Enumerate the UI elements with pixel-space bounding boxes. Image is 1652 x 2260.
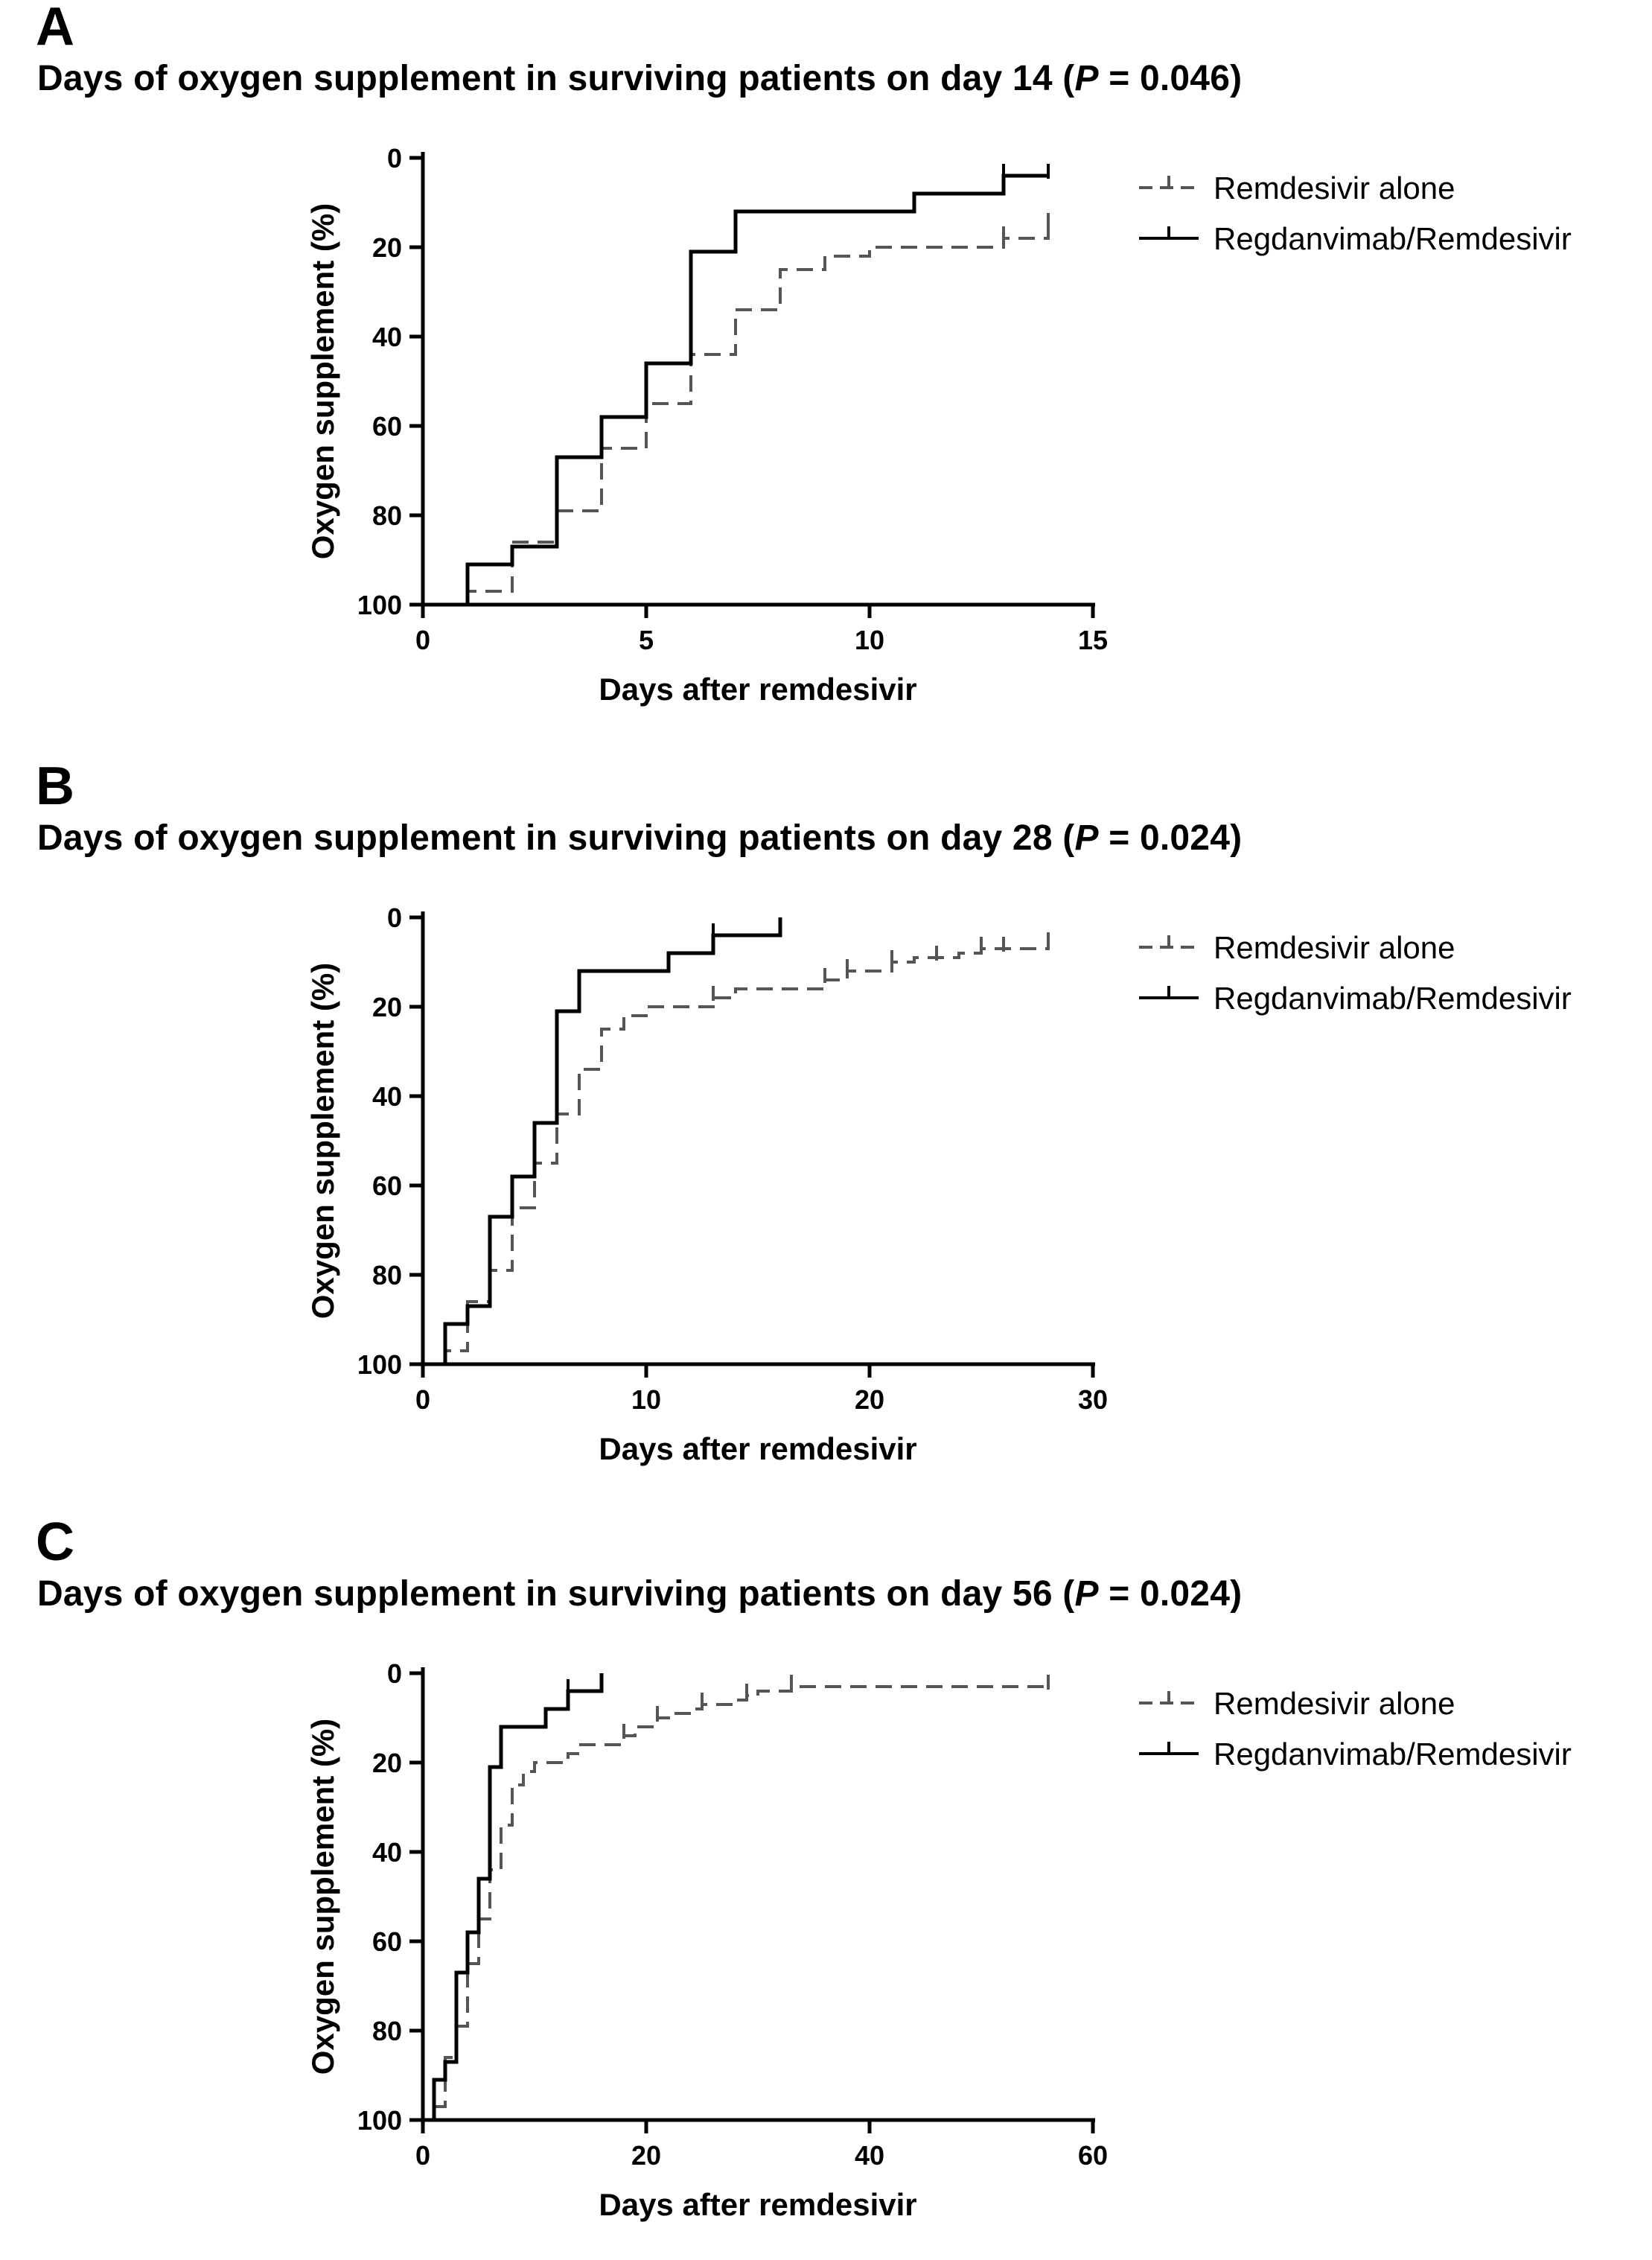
y-tick-label: 100: [357, 1349, 402, 1380]
title-p-symbol: P: [1074, 818, 1099, 858]
y-tick-label: 40: [372, 1837, 402, 1868]
y-tick-label: 0: [387, 143, 402, 174]
y-tick-label: 100: [357, 590, 402, 620]
y-tick-label: 0: [387, 903, 402, 933]
title-p-symbol: P: [1074, 59, 1099, 98]
legend-label: Remdesivir alone: [1214, 1686, 1455, 1721]
title-p-value: = 0.024): [1098, 1574, 1243, 1614]
x-tick-label: 30: [1078, 1384, 1108, 1415]
series-line-regdanvimab-remdesivir: [423, 1673, 604, 2122]
panel-label: C: [36, 1512, 74, 1572]
x-tick-label: 0: [415, 1384, 430, 1415]
title-text: Days of oxygen supplement in surviving p…: [37, 1574, 1075, 1614]
panel-c: C Days of oxygen supplement in surviving…: [0, 1515, 1652, 2260]
series-line-regdanvimab-remdesivir: [423, 917, 782, 1366]
legend-label: Regdanvimab/Remdesivir: [1214, 1737, 1572, 1772]
x-tick-label: 10: [855, 625, 884, 655]
x-tick-label: 20: [855, 1384, 884, 1415]
y-axis-label: Oxygen supplement (%): [305, 963, 340, 1319]
x-tick-label: 10: [631, 1384, 661, 1415]
panel-label: A: [36, 0, 74, 57]
legend-label: Regdanvimab/Remdesivir: [1214, 981, 1572, 1016]
title-p-value: = 0.046): [1098, 59, 1243, 98]
x-tick-label: 0: [415, 625, 430, 655]
series-line-remdesivir-alone: [423, 1685, 1048, 2121]
km-chart-c: 0 20 40 60 80 100 0 20 40 60 Days after remdesivir…: [305, 1658, 1572, 2222]
x-tick-label: 20: [631, 2140, 661, 2171]
x-tick-label: 60: [1078, 2140, 1108, 2171]
y-tick-label: 20: [372, 992, 402, 1022]
y-tick-label: 60: [372, 411, 402, 442]
y-axis-label: Oxygen supplement (%): [305, 203, 340, 559]
y-tick-label: 20: [372, 232, 402, 263]
y-tick-label: 80: [372, 500, 402, 531]
chart-title: Days of oxygen supplement in surviving p…: [37, 1576, 1242, 1612]
title-p-symbol: P: [1074, 1574, 1099, 1614]
y-tick-label: 80: [372, 1260, 402, 1290]
y-axis-label: Oxygen supplement (%): [305, 1719, 340, 2075]
y-tick-label: 60: [372, 1171, 402, 1201]
title-text: Days of oxygen supplement in surviving p…: [37, 59, 1075, 98]
panel-a: A Days of oxygen supplement in surviving…: [0, 0, 1652, 745]
km-chart-b: 0 20 40 60 80 100 0 10 20 30 Days after remdesivir…: [305, 903, 1572, 1466]
x-tick-label: 0: [415, 2140, 430, 2171]
x-axis-label: Days after remdesivir: [599, 2187, 916, 2222]
title-text: Days of oxygen supplement in surviving p…: [37, 818, 1075, 858]
legend-label: Regdanvimab/Remdesivir: [1214, 221, 1572, 256]
x-tick-label: 15: [1078, 625, 1108, 655]
x-axis-label: Days after remdesivir: [599, 672, 916, 707]
y-tick-label: 60: [372, 1926, 402, 1957]
series-line-regdanvimab-remdesivir: [423, 174, 1048, 607]
panel-b: B Days of oxygen supplement in surviving…: [0, 760, 1652, 1504]
x-tick-label: 40: [855, 2140, 884, 2171]
y-tick-label: 20: [372, 1748, 402, 1778]
y-tick-label: 80: [372, 2016, 402, 2046]
title-p-value: = 0.024): [1098, 818, 1243, 858]
series-line-remdesivir-alone: [423, 944, 1050, 1366]
chart-title: Days of oxygen supplement in surviving p…: [37, 61, 1242, 97]
y-tick-label: 100: [357, 2105, 402, 2136]
x-axis-label: Days after remdesivir: [599, 1431, 916, 1466]
legend-label: Remdesivir alone: [1214, 930, 1455, 965]
y-tick-label: 0: [387, 1658, 402, 1689]
y-tick-label: 40: [372, 1081, 402, 1112]
x-tick-label: 5: [639, 625, 654, 655]
legend-label: Remdesivir alone: [1214, 171, 1455, 206]
km-chart-a: 0 20 40 60 80 100 0 5 10 15 Days after remdesivir O…: [305, 143, 1572, 707]
panel-label: B: [36, 757, 74, 816]
y-tick-label: 40: [372, 322, 402, 352]
chart-title: Days of oxygen supplement in surviving p…: [37, 821, 1242, 856]
